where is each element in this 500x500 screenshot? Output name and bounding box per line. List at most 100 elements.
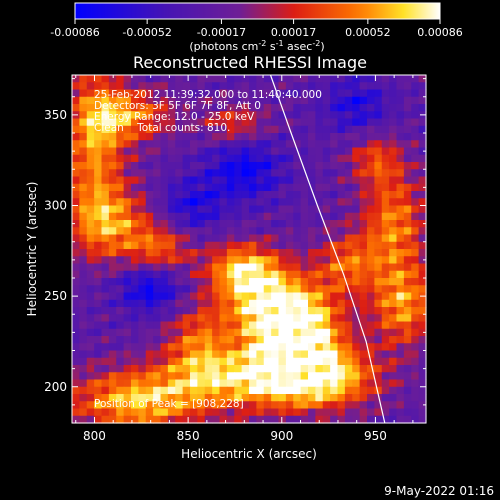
heatmap-cell	[330, 183, 339, 192]
heatmap-cell	[123, 365, 132, 373]
heatmap-cell	[182, 82, 191, 91]
heatmap-cell	[86, 292, 95, 301]
heatmap-cell	[219, 176, 228, 185]
heatmap-cell	[94, 183, 103, 192]
heatmap-cell	[190, 321, 198, 330]
heatmap-cell	[308, 343, 316, 352]
heatmap-cell	[108, 198, 117, 207]
heatmap-cell	[241, 372, 250, 381]
heatmap-cell	[374, 147, 383, 156]
heatmap-cell	[108, 234, 117, 243]
x-tick-label: 800	[83, 429, 106, 443]
heatmap-cell	[72, 133, 80, 141]
heatmap-cell	[403, 241, 412, 250]
heatmap-cell	[389, 133, 398, 141]
heatmap-cell	[322, 321, 331, 330]
heatmap-cell	[337, 299, 346, 308]
heatmap-cell	[241, 176, 250, 185]
heatmap-cell	[381, 75, 390, 83]
heatmap-cell	[72, 401, 80, 410]
heatmap-cell	[278, 176, 287, 185]
heatmap-cell	[389, 299, 398, 308]
heatmap-cell	[79, 162, 88, 170]
heatmap-cell	[344, 343, 353, 352]
heatmap-cell	[153, 372, 162, 381]
heatmap-cell	[300, 386, 309, 395]
heatmap-cell	[256, 227, 265, 236]
heatmap-cell	[389, 321, 398, 330]
heatmap-cell	[418, 176, 427, 185]
heatmap-cell	[123, 328, 132, 337]
heatmap-cell	[263, 176, 272, 185]
heatmap-cell	[101, 372, 110, 381]
heatmap-cell	[381, 321, 390, 330]
heatmap-cell	[418, 75, 427, 83]
heatmap-cell	[337, 379, 346, 388]
heatmap-cell	[108, 104, 117, 112]
heatmap-cell	[182, 176, 191, 185]
heatmap-cell	[374, 365, 383, 373]
heatmap-cell	[86, 379, 95, 388]
heatmap-cell	[79, 125, 88, 134]
heatmap-cell	[411, 256, 420, 265]
heatmap-cell	[108, 191, 117, 199]
heatmap-cell	[108, 263, 117, 272]
heatmap-cell	[226, 147, 235, 156]
heatmap-cell	[123, 125, 132, 134]
heatmap-cell	[396, 118, 405, 127]
heatmap-cell	[367, 162, 375, 170]
heatmap-cell	[197, 278, 206, 286]
heatmap-cell	[94, 75, 103, 83]
heatmap-cell	[145, 118, 154, 127]
heatmap-cell	[101, 321, 110, 330]
heatmap-cell	[219, 118, 228, 127]
heatmap-cell	[204, 75, 213, 83]
heatmap-cell	[411, 220, 420, 228]
heatmap-cell	[138, 336, 147, 344]
heatmap-cell	[367, 350, 375, 359]
heatmap-cell	[182, 386, 191, 395]
heatmap-cell	[396, 394, 405, 402]
heatmap-cell	[212, 75, 221, 83]
heatmap-cell	[337, 176, 346, 185]
heatmap-cell	[101, 292, 110, 301]
heatmap-cell	[116, 176, 125, 185]
heatmap-cell	[374, 307, 383, 315]
heatmap-cell	[256, 205, 265, 214]
heatmap-cell	[212, 292, 221, 301]
heatmap-cell	[241, 365, 250, 373]
heatmap-cell	[72, 162, 80, 170]
heatmap-cell	[403, 314, 412, 323]
heatmap-cell	[249, 336, 257, 344]
heatmap-cell	[396, 263, 405, 272]
heatmap-cell	[249, 82, 257, 91]
heatmap-cell	[381, 169, 390, 178]
heatmap-cell	[204, 386, 213, 395]
heatmap-cell	[293, 379, 302, 388]
heatmap-cell	[381, 314, 390, 323]
heatmap-cell	[278, 198, 287, 207]
heatmap-cell	[79, 278, 88, 286]
heatmap-cell	[219, 307, 228, 315]
heatmap-cell	[86, 118, 95, 127]
heatmap-cell	[359, 133, 368, 141]
heatmap-cell	[116, 256, 125, 265]
heatmap-cell	[293, 270, 302, 279]
heatmap-cell	[160, 227, 169, 236]
heatmap-cell	[101, 386, 110, 395]
heatmap-cell	[344, 328, 353, 337]
heatmap-cell	[72, 198, 80, 207]
heatmap-cell	[182, 125, 191, 134]
heatmap-cell	[175, 249, 184, 257]
heatmap-cell	[204, 205, 213, 214]
heatmap-cell	[367, 140, 375, 149]
heatmap-cell	[86, 191, 95, 199]
heatmap-cell	[359, 357, 368, 366]
heatmap-cell	[101, 125, 110, 134]
heatmap-cell	[344, 118, 353, 127]
heatmap-cell	[403, 147, 412, 156]
heatmap-cell	[381, 118, 390, 127]
heatmap-cell	[138, 314, 147, 323]
heatmap-cell	[249, 285, 257, 294]
heatmap-cell	[337, 227, 346, 236]
